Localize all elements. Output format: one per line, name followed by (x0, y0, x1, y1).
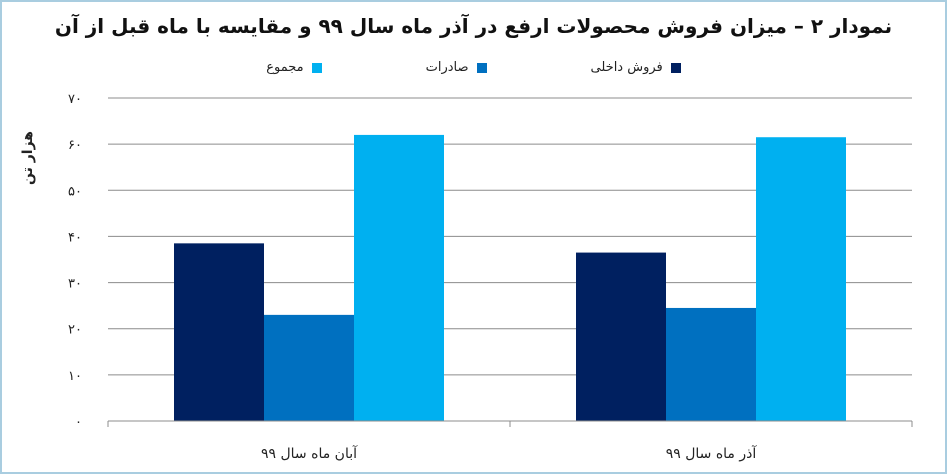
legend-item-domestic: فروش داخلی (591, 60, 681, 75)
legend-label-total: مجموع (266, 60, 304, 75)
chart-title: نمودار ۲ – میزان فروش محصولات ارفع در آذ… (54, 14, 893, 38)
y-tick-label: ۲۰ (68, 323, 82, 338)
legend-item-export: صادرات (426, 60, 487, 75)
bars (174, 134, 846, 421)
legend-swatch-domestic (670, 62, 681, 73)
bar-0-0 (576, 252, 666, 421)
legend: فروش داخلی صادرات مجموع (0, 60, 947, 75)
legend-label-export: صادرات (425, 60, 469, 75)
y-tick-label: ۵۰ (68, 184, 82, 199)
bar-2-1 (354, 134, 444, 421)
x-tick-label: آبان ماه سال ۹۹ (261, 445, 358, 462)
x-tick-label: آذر ماه سال ۹۹ (666, 445, 758, 462)
y-tick-label: ۴۰ (68, 230, 82, 245)
y-tick-label: ۱۰ (68, 369, 82, 384)
x-axis (107, 420, 913, 427)
bar-2-0 (756, 137, 846, 421)
y-tick-label: ۳۰ (68, 277, 82, 292)
legend-label-domestic: فروش داخلی (590, 60, 663, 75)
y-tick-label: ۷۰ (68, 92, 82, 107)
y-tick-label: ۰ (75, 415, 82, 430)
y-tick-labels: ۰ ۱۰ ۲۰ ۳۰ ۴۰ ۵۰ ۶۰ ۷۰ (68, 92, 82, 430)
x-tick-labels: آذر ماه سال ۹۹ آبان ماه سال ۹۹ (261, 445, 757, 462)
legend-swatch-export (476, 62, 487, 73)
bar-1-1 (264, 314, 354, 421)
legend-swatch-total (311, 62, 322, 73)
bar-1-0 (666, 307, 756, 421)
y-tick-label: ۶۰ (68, 138, 82, 153)
legend-item-total: مجموع (266, 60, 322, 75)
bar-0-1 (174, 243, 264, 421)
